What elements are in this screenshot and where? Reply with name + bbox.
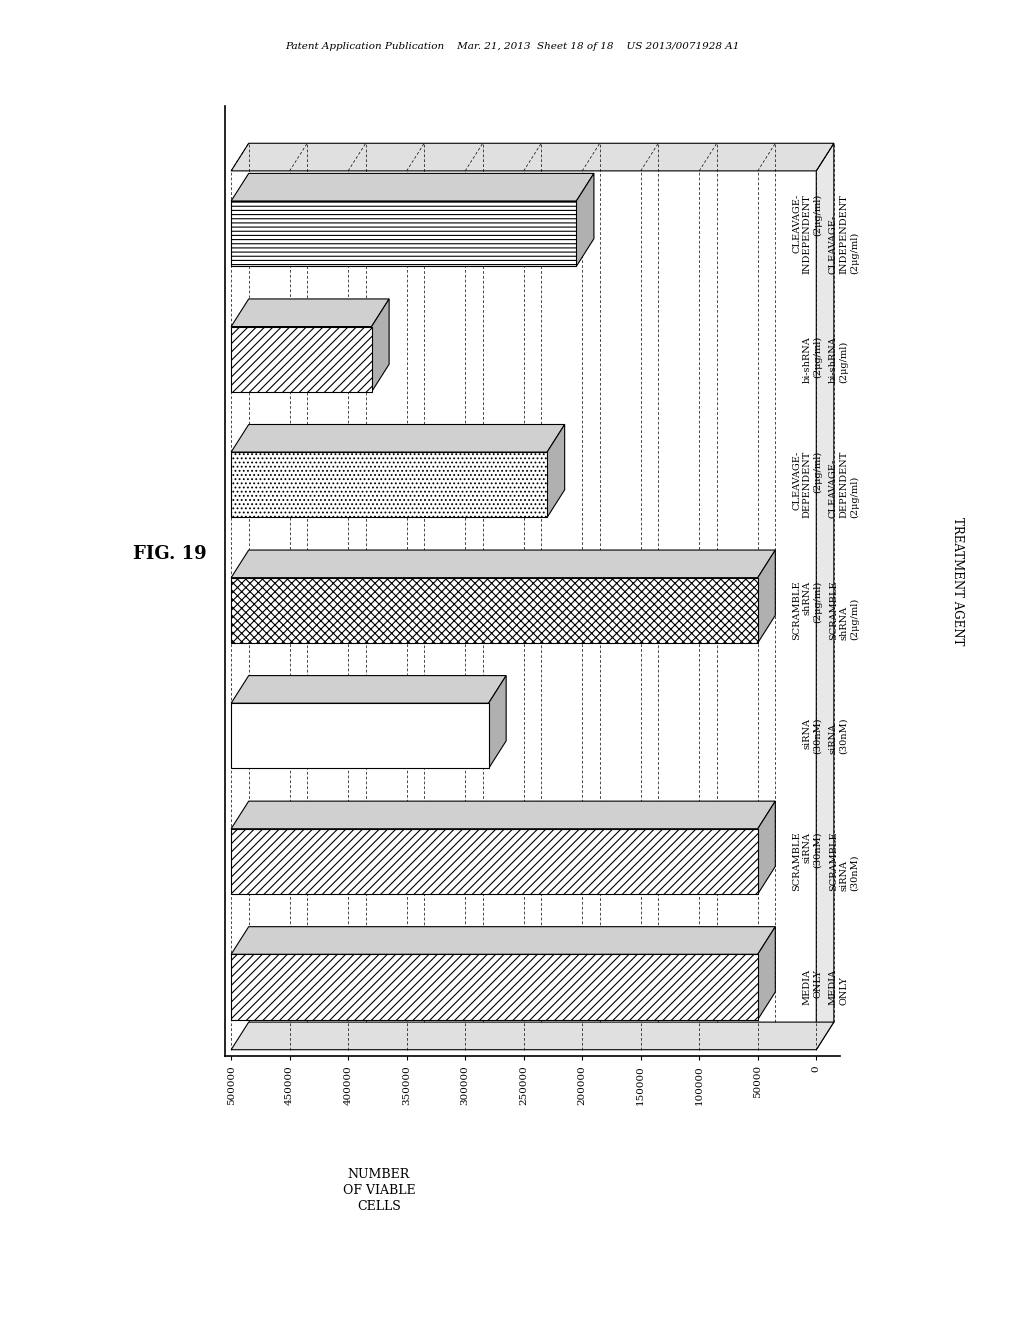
Polygon shape [231,1022,834,1049]
Polygon shape [758,801,775,894]
Text: SCRAMBLE
shRNA
(2μg/ml): SCRAMBLE shRNA (2μg/ml) [828,581,859,640]
Text: SCRAMBLE
siRNA
(30nM): SCRAMBLE siRNA (30nM) [828,832,859,891]
Bar [231,829,758,894]
Text: siRNA
(30nM): siRNA (30nM) [803,718,822,754]
Polygon shape [231,298,389,326]
Polygon shape [231,801,775,829]
Text: bi-shRNA
(2μg/ml): bi-shRNA (2μg/ml) [828,335,849,383]
Bar [231,326,372,392]
Bar [231,954,758,1019]
Polygon shape [231,676,506,704]
Text: NUMBER
OF VIABLE
CELLS: NUMBER OF VIABLE CELLS [343,1168,415,1213]
Bar [231,704,488,768]
Polygon shape [547,425,564,517]
Bar [231,453,547,517]
Text: FIG. 19: FIG. 19 [133,545,207,564]
Polygon shape [372,298,389,392]
Text: CLEAVAGE-
DEPENDENT
(2μg/ml): CLEAVAGE- DEPENDENT (2μg/ml) [828,451,859,519]
Text: CLEAVAGE-
INDEPENDENT
(2μg/ml): CLEAVAGE- INDEPENDENT (2μg/ml) [793,194,822,273]
Text: bi-shRNA
(2μg/ml): bi-shRNA (2μg/ml) [803,335,822,383]
Polygon shape [816,144,834,1049]
Text: TREATMENT AGENT: TREATMENT AGENT [951,516,964,645]
Polygon shape [577,173,594,267]
Text: Patent Application Publication    Mar. 21, 2013  Sheet 18 of 18    US 2013/00719: Patent Application Publication Mar. 21, … [285,42,739,51]
Text: SCRAMBLE
siRNA
(30nM): SCRAMBLE siRNA (30nM) [793,832,822,891]
Text: MEDIA
ONLY: MEDIA ONLY [803,969,822,1005]
Text: MEDIA
ONLY: MEDIA ONLY [828,969,848,1005]
Polygon shape [231,425,564,453]
Text: CLEAVAGE-
DEPENDENT
(2μg/ml): CLEAVAGE- DEPENDENT (2μg/ml) [793,451,822,519]
Polygon shape [231,550,775,578]
Polygon shape [231,173,594,201]
Text: CLEAVAGE-
INDEPENDENT
(2μg/ml): CLEAVAGE- INDEPENDENT (2μg/ml) [828,194,859,273]
Text: SCRAMBLE
shRNA
(2μg/ml): SCRAMBLE shRNA (2μg/ml) [793,581,822,640]
Polygon shape [758,550,775,643]
Bar [231,201,577,267]
Polygon shape [231,144,834,170]
Polygon shape [231,927,775,954]
Bar [231,578,758,643]
Text: siRNA
(30nM): siRNA (30nM) [828,718,848,754]
Polygon shape [488,676,506,768]
Polygon shape [758,927,775,1019]
